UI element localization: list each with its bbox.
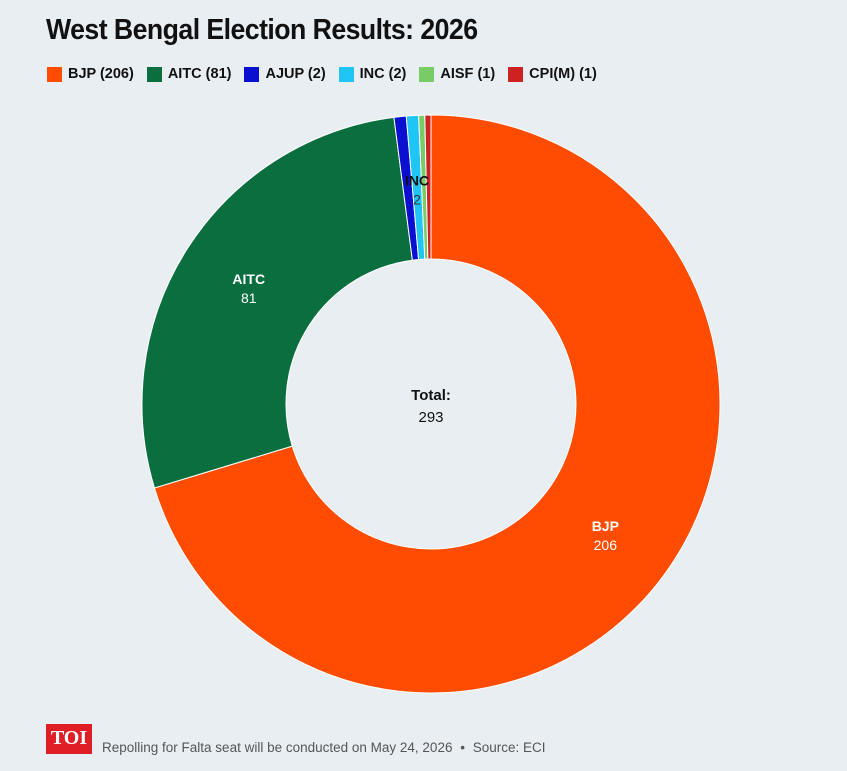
toi-logo: TOI (46, 723, 92, 754)
slice-label-aitc: AITC (232, 271, 265, 287)
legend-item-aitc: AITC (81) (146, 66, 232, 82)
legend-item-ajup: AJUP (2) (244, 66, 326, 82)
slice-aitc (141, 116, 413, 489)
footer-note: Repolling for Falta seat will be conduct… (102, 740, 546, 755)
chart-title: West Bengal Election Results: 2026 (46, 14, 478, 46)
legend-swatch-cpim (508, 66, 524, 82)
legend-label-inc: INC (2) (359, 66, 407, 82)
slice-value-bjp: 206 (594, 537, 618, 553)
slice-label-inc: INC (405, 172, 429, 188)
footer-separator: • (460, 740, 465, 755)
legend-label-bjp: BJP (206) (68, 66, 134, 82)
legend-label-cpim: CPI(M) (1) (529, 66, 597, 82)
footer: TOI Repolling for Falta seat will be con… (46, 722, 546, 755)
center-total-label: Total: (411, 387, 451, 404)
legend-label-aitc: AITC (81) (167, 66, 232, 82)
legend-item-inc: INC (2) (338, 66, 407, 82)
legend: BJP (206) AITC (81) AJUP (2) INC (2) AIS… (47, 66, 610, 82)
slice-labels: BJP 206 AITC 81 INC 2 (232, 172, 619, 553)
slice-label-bjp: BJP (592, 518, 619, 534)
legend-item-aisf: AISF (1) (419, 66, 495, 82)
legend-swatch-ajup (244, 66, 260, 82)
slice-value-inc: 2 (413, 191, 421, 207)
slice-value-aitc: 81 (241, 290, 257, 306)
donut-slices (141, 114, 721, 694)
footer-source: Source: ECI (472, 740, 546, 755)
legend-label-ajup: AJUP (2) (265, 66, 326, 82)
footer-note-text: Repolling for Falta seat will be conduct… (102, 740, 453, 755)
legend-swatch-bjp (47, 66, 62, 82)
legend-item-cpim: CPI(M) (1) (508, 66, 597, 82)
legend-swatch-inc (338, 66, 354, 82)
center-total-value: 293 (418, 409, 443, 426)
legend-label-aisf: AISF (1) (440, 66, 496, 82)
legend-swatch-aisf (419, 66, 435, 82)
slice-cpim (424, 114, 432, 260)
legend-swatch-aitc (146, 66, 162, 82)
slice-bjp (153, 114, 721, 694)
legend-item-bjp: BJP (206) (47, 66, 134, 82)
